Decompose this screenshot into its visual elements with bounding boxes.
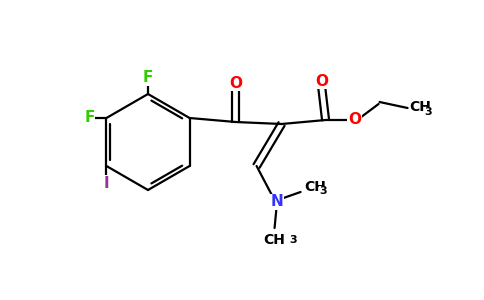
Text: I: I xyxy=(104,176,109,190)
Text: F: F xyxy=(84,110,94,125)
Text: O: O xyxy=(315,74,328,88)
Text: CH: CH xyxy=(409,100,431,114)
Text: O: O xyxy=(229,76,242,91)
Text: CH: CH xyxy=(304,180,326,194)
Text: 3: 3 xyxy=(424,107,432,117)
Text: F: F xyxy=(143,70,153,86)
Text: O: O xyxy=(348,112,361,128)
Text: CH: CH xyxy=(264,233,286,247)
Text: N: N xyxy=(270,194,283,209)
Text: 3: 3 xyxy=(319,186,327,196)
Text: 3: 3 xyxy=(289,235,297,245)
